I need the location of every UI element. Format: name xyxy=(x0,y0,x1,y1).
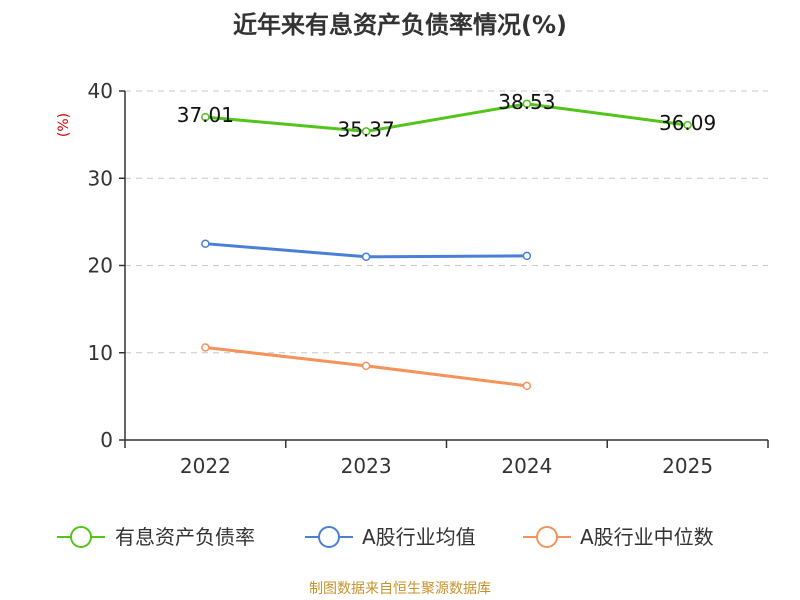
legend[interactable]: 有息资产负债率 A股行业均值 A股行业中位数 xyxy=(57,525,714,549)
legend-marker xyxy=(70,526,92,548)
data-point[interactable] xyxy=(201,239,210,248)
data-point[interactable] xyxy=(361,361,371,371)
y-axis-unit: (%) xyxy=(56,113,72,137)
x-axis-ticks: 2022 2023 2024 2025 xyxy=(124,440,769,478)
source-note: 制图数据来自恒生聚源数据库 xyxy=(309,581,491,597)
data-label: 36.09 xyxy=(659,111,716,135)
legend-item-2[interactable]: A股行业中位数 xyxy=(523,525,714,549)
chart-title: 近年来有息资产负债率情况(%) xyxy=(233,11,567,39)
y-tick-label: 40 xyxy=(88,79,113,103)
data-point[interactable] xyxy=(683,120,692,130)
data-label: 37.01 xyxy=(177,103,234,127)
legend-item-0[interactable]: 有息资产负债率 xyxy=(57,525,255,549)
y-tick-label: 10 xyxy=(88,341,113,365)
series-line-0 xyxy=(203,102,690,133)
data-point[interactable] xyxy=(361,252,371,262)
data-point[interactable] xyxy=(522,251,532,261)
y-axis-ticks: 0 10 20 30 40 xyxy=(88,79,125,452)
data-label: 38.53 xyxy=(498,90,555,114)
x-tick-label: 2024 xyxy=(501,454,552,478)
data-point[interactable] xyxy=(361,127,371,136)
data-labels: 37.01 35.37 38.53 36.09 xyxy=(177,90,717,142)
x-tick-label: 2025 xyxy=(662,454,713,478)
data-label: 35.37 xyxy=(337,117,394,141)
data-point[interactable] xyxy=(522,99,532,109)
legend-marker xyxy=(536,526,558,548)
grid-lines xyxy=(125,90,768,354)
legend-marker xyxy=(318,526,340,548)
y-tick-label: 20 xyxy=(88,254,113,278)
x-tick-label: 2023 xyxy=(341,454,392,478)
legend-label: A股行业均值 xyxy=(362,525,476,549)
legend-label: A股行业中位数 xyxy=(580,525,714,549)
series-lines xyxy=(201,99,692,391)
data-point[interactable] xyxy=(201,112,210,122)
x-tick-label: 2022 xyxy=(180,454,231,478)
y-tick-label: 0 xyxy=(100,428,113,452)
data-point[interactable] xyxy=(201,343,210,352)
legend-label: 有息资产负债率 xyxy=(115,525,255,549)
data-point[interactable] xyxy=(522,381,532,391)
legend-item-1[interactable]: A股行业均值 xyxy=(305,525,476,549)
y-tick-label: 30 xyxy=(88,166,113,190)
